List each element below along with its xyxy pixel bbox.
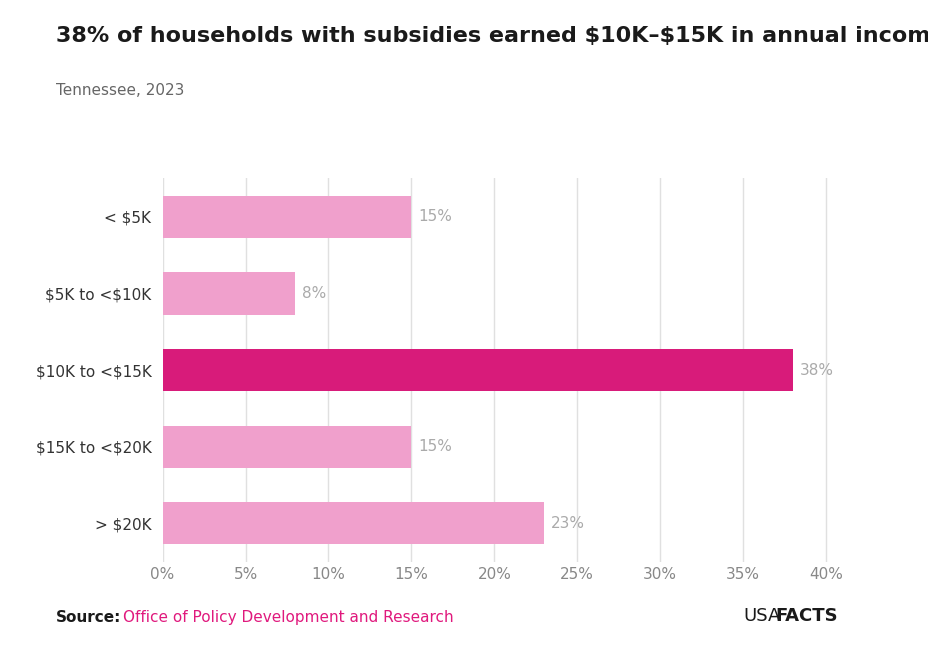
Text: 38% of households with subsidies earned \$10K–\$15K in annual income.: 38% of households with subsidies earned … [56,26,928,46]
Text: 8%: 8% [302,286,326,301]
Bar [162,426,411,468]
Text: Office of Policy Development and Research: Office of Policy Development and Researc… [122,609,453,625]
Bar [162,502,544,545]
Bar [162,349,793,391]
Text: FACTS: FACTS [775,607,837,625]
Text: 38%: 38% [799,363,832,377]
Text: 15%: 15% [418,440,451,454]
Text: Source:: Source: [56,609,121,625]
Bar [162,272,295,315]
Bar [162,196,411,238]
Text: 15%: 15% [418,210,451,225]
Text: Tennessee, 2023: Tennessee, 2023 [56,83,184,98]
Text: USA: USA [742,607,780,625]
Text: 23%: 23% [550,516,584,531]
